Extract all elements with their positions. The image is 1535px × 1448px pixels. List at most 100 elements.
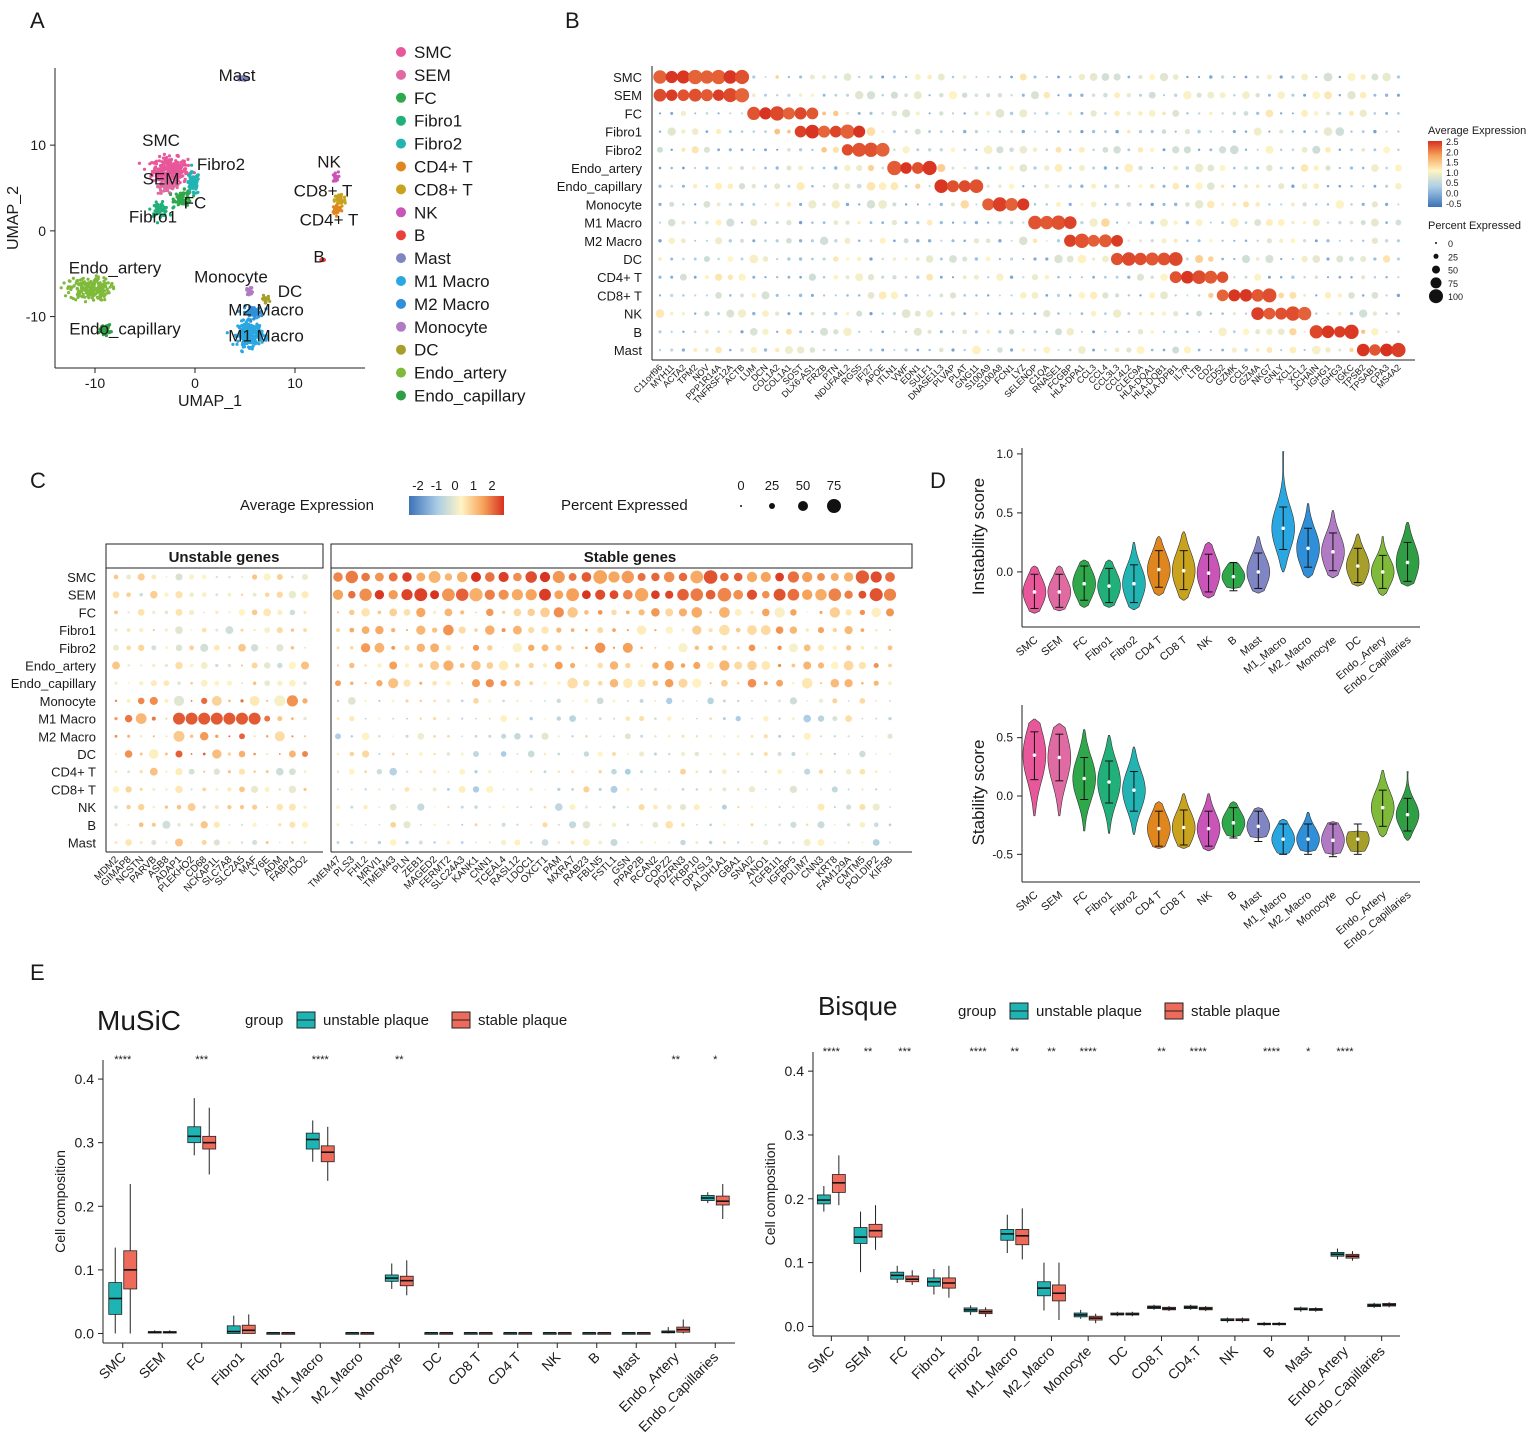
- c-dot: [139, 769, 143, 774]
- c-dot: [301, 821, 309, 828]
- c-dot: [789, 626, 798, 634]
- c-dot: [200, 643, 209, 652]
- c-dot: [486, 608, 494, 617]
- c-dot: [736, 734, 740, 738]
- e-box: [320, 1145, 335, 1163]
- c-dot: [609, 590, 619, 600]
- b-dot: [1173, 202, 1178, 207]
- umap-point: [182, 179, 186, 184]
- b-dot: [1233, 166, 1236, 170]
- b-dot: [1114, 293, 1120, 298]
- b-dot: [715, 292, 722, 299]
- b-dot: [1162, 184, 1166, 188]
- b-dot: [1218, 327, 1227, 337]
- b-dot: [676, 70, 690, 84]
- b-dot: [852, 142, 867, 157]
- c-dot: [792, 681, 795, 685]
- c-dot: [626, 629, 629, 632]
- d-median-point: [1256, 570, 1261, 574]
- c-dot: [609, 678, 619, 688]
- c-dot: [515, 663, 520, 668]
- b-dot: [799, 75, 803, 79]
- c-dot: [303, 610, 307, 614]
- c-dot: [571, 735, 574, 738]
- b-dot: [1251, 289, 1264, 302]
- c-dot: [485, 679, 494, 688]
- b-dot: [869, 348, 873, 352]
- b-dot: [1373, 184, 1377, 188]
- c-dot: [750, 734, 754, 738]
- b-dot: [1221, 257, 1224, 261]
- b-dot: [1385, 294, 1388, 297]
- b-dot: [1242, 201, 1250, 208]
- c-dot: [152, 629, 155, 632]
- c-dot: [611, 609, 617, 616]
- c-dot: [680, 839, 686, 846]
- d-median-point: [1132, 788, 1136, 792]
- b-dot: [786, 219, 792, 226]
- c-dot: [540, 607, 550, 618]
- umap-point: [72, 284, 76, 288]
- c-dot: [737, 841, 740, 844]
- umap-point: [339, 200, 343, 204]
- b-dot: [845, 220, 850, 225]
- b-dot: [787, 294, 790, 297]
- umap-point: [335, 203, 339, 207]
- b-dot: [1068, 130, 1072, 134]
- umap-point: [266, 294, 270, 298]
- b-dot: [1232, 202, 1237, 207]
- b-dot: [926, 273, 933, 281]
- b-dot: [975, 203, 978, 206]
- c-dot: [763, 752, 768, 756]
- b-dot: [1160, 273, 1168, 281]
- b-dot: [653, 70, 667, 84]
- c-dot: [640, 646, 643, 650]
- music-boxplot: MuSiC group unstable plaque stable plaque0.…: [52, 1005, 735, 1435]
- c-dot: [112, 591, 120, 599]
- b-dot: [834, 311, 838, 316]
- c-dot: [389, 608, 398, 617]
- e-legend-label: stable plaque: [478, 1012, 567, 1029]
- c-dot: [419, 717, 422, 720]
- e-legend-title: group: [958, 1003, 996, 1020]
- c-dot: [137, 803, 145, 811]
- b-dot: [1289, 346, 1297, 354]
- b-dot: [845, 311, 850, 316]
- c-dot: [709, 805, 712, 809]
- b-dot: [1022, 312, 1025, 315]
- umap-point: [170, 172, 174, 176]
- c-dot: [598, 787, 602, 791]
- b-dot: [962, 75, 967, 79]
- c-dot: [389, 839, 397, 846]
- d-median-point: [1057, 755, 1062, 760]
- c-dot: [720, 572, 729, 582]
- c-dot: [539, 588, 551, 601]
- c-dot: [530, 700, 533, 702]
- c-dot: [164, 610, 169, 615]
- c-dot: [570, 628, 575, 632]
- b-dot: [1045, 75, 1048, 79]
- b-dot: [810, 166, 814, 170]
- b-dot: [963, 148, 967, 152]
- b-dot: [1209, 348, 1212, 352]
- b-dot: [1302, 239, 1307, 243]
- c-size-tick: 75: [827, 478, 841, 493]
- b-dot: [774, 128, 781, 135]
- legend-label: CD4+ T: [414, 158, 473, 177]
- c-dot: [114, 805, 118, 809]
- c-dot: [611, 768, 617, 775]
- c-dot: [819, 735, 823, 738]
- b-dot: [949, 292, 957, 299]
- b-dot: [962, 329, 968, 335]
- b-dot: [798, 148, 803, 152]
- c-dot: [803, 644, 811, 652]
- b-dot: [787, 257, 791, 261]
- c-dot: [288, 803, 296, 811]
- b-dot: [866, 181, 876, 191]
- c-dot: [228, 699, 231, 703]
- c-dot: [442, 588, 455, 602]
- umap-point: [241, 76, 245, 80]
- c-dot: [188, 768, 195, 775]
- b-dot: [845, 93, 850, 97]
